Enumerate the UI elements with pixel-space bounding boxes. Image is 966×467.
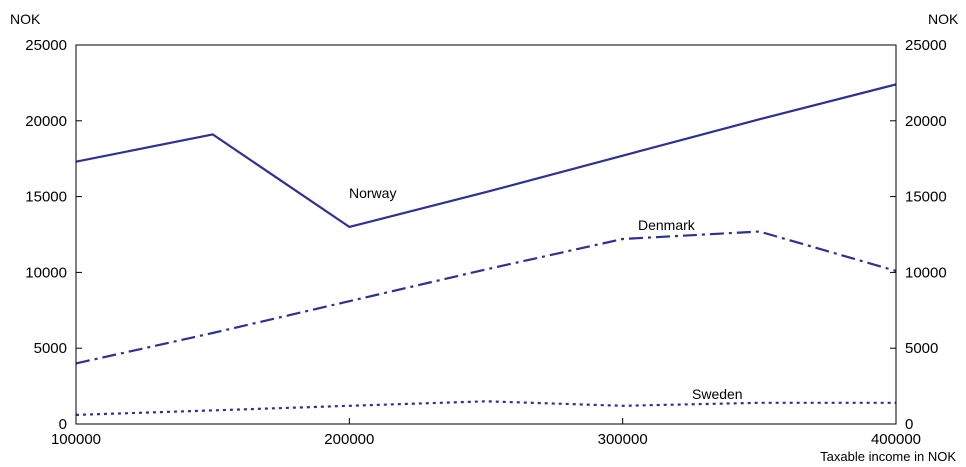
x-axis-label: Taxable income in NOK (820, 449, 956, 464)
series-label-sweden: Sweden (692, 386, 743, 402)
y-tick-label-left: 0 (59, 416, 67, 433)
y-tick-label-right: 0 (905, 416, 913, 433)
x-tick-label: 300000 (598, 431, 648, 448)
plot-area-frame (75, 44, 897, 425)
series-label-norway: Norway (349, 185, 396, 201)
series-layer (75, 83, 897, 416)
series-line-sweden (75, 400, 896, 416)
x-tick-label: 400000 (871, 431, 921, 448)
y-tick-label-right: 20000 (905, 113, 947, 130)
series-line-denmark (75, 230, 897, 365)
x-ticks: 100000 200000 300000 400000 (51, 418, 921, 448)
series-line-norway (75, 83, 897, 228)
y-tick-label-right: 10000 (905, 264, 947, 281)
y-tick-label-left: 20000 (25, 113, 67, 130)
y-tick-label-right: 5000 (905, 340, 938, 357)
y-tick-label-left: 15000 (25, 189, 67, 206)
x-tick-label: 100000 (51, 431, 101, 448)
y-tick-label-right: 25000 (905, 37, 947, 54)
y-ticks-right: 0 5000 10000 15000 20000 25000 (890, 37, 947, 433)
x-tick-label: 200000 (324, 431, 374, 448)
y-ticks-left: 0 5000 10000 15000 20000 25000 (25, 37, 82, 433)
y-tick-label-right: 15000 (905, 189, 947, 206)
y-tick-label-left: 10000 (25, 264, 67, 281)
y-tick-label-left: 25000 (25, 37, 67, 54)
series-label-denmark: Denmark (638, 217, 696, 233)
y-unit-right: NOK (928, 11, 959, 27)
y-unit-left: NOK (10, 11, 41, 27)
y-tick-label-left: 5000 (34, 340, 67, 357)
